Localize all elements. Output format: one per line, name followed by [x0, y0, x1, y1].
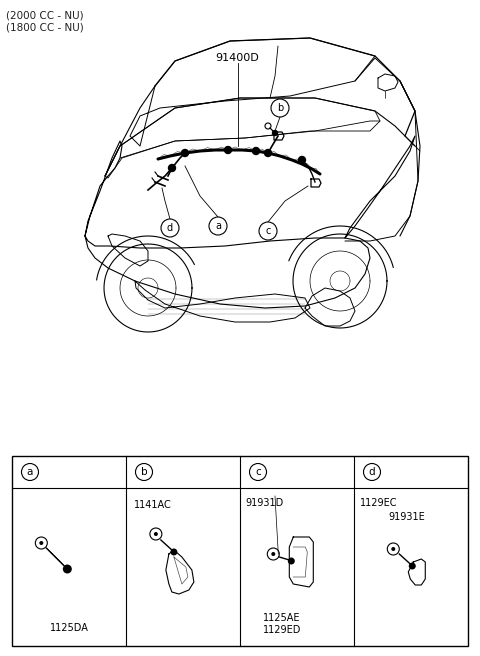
Circle shape	[63, 565, 72, 573]
Circle shape	[391, 547, 395, 551]
Circle shape	[161, 219, 179, 237]
Circle shape	[288, 558, 295, 565]
Circle shape	[271, 552, 276, 556]
Circle shape	[299, 157, 305, 163]
Circle shape	[154, 532, 158, 536]
Text: 91931E: 91931E	[388, 512, 425, 522]
Circle shape	[170, 548, 178, 556]
Text: a: a	[27, 467, 33, 477]
Circle shape	[39, 541, 43, 545]
Text: c: c	[265, 226, 271, 236]
Text: d: d	[167, 223, 173, 233]
Text: 1141AC: 1141AC	[134, 500, 172, 510]
Text: 91400D: 91400D	[215, 53, 259, 63]
Circle shape	[264, 150, 272, 157]
Text: 1125DA: 1125DA	[49, 623, 88, 633]
Circle shape	[363, 464, 381, 480]
Circle shape	[209, 217, 227, 235]
Text: d: d	[369, 467, 375, 477]
Text: (1800 CC - NU): (1800 CC - NU)	[6, 23, 84, 33]
Circle shape	[135, 464, 153, 480]
Circle shape	[273, 131, 277, 136]
Circle shape	[225, 146, 231, 154]
Text: 1125AE: 1125AE	[263, 613, 300, 623]
Bar	[12, 456, 468, 646]
Text: 1129EC: 1129EC	[360, 498, 397, 508]
Circle shape	[259, 222, 277, 240]
Circle shape	[250, 464, 266, 480]
Circle shape	[409, 562, 416, 569]
Text: (2000 CC - NU): (2000 CC - NU)	[6, 11, 84, 21]
Circle shape	[271, 99, 289, 117]
Text: c: c	[255, 467, 261, 477]
Circle shape	[168, 165, 176, 171]
Text: b: b	[277, 103, 283, 113]
Circle shape	[181, 150, 189, 157]
Text: 1129ED: 1129ED	[263, 625, 301, 635]
Text: a: a	[215, 221, 221, 231]
Circle shape	[252, 148, 260, 155]
Circle shape	[22, 464, 38, 480]
Text: b: b	[141, 467, 147, 477]
Text: 91931D: 91931D	[245, 498, 283, 508]
